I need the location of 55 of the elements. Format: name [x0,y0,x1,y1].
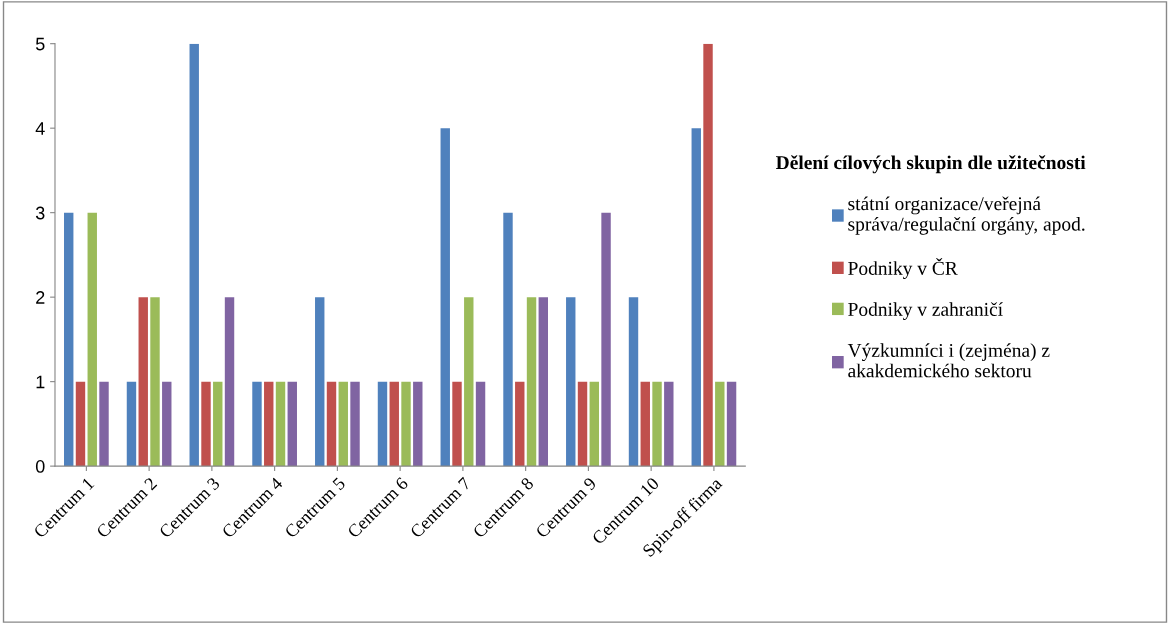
y-tick-label: 4 [35,122,45,135]
bar [213,381,223,467]
bar [138,297,148,467]
bar [703,43,713,467]
bar [577,381,588,467]
bar [475,381,486,467]
bar [401,381,411,467]
bar [413,381,423,467]
bar [75,381,86,467]
y-tick-label: 0 [35,460,45,473]
bar [99,381,109,467]
bar [640,381,650,467]
legend-label: Podniky v zahraničí [848,302,1003,320]
bar [315,297,325,467]
bar [326,381,337,467]
bar [126,381,137,467]
bar [252,381,262,467]
bar [601,212,611,467]
bar [726,381,737,467]
bar [389,381,399,467]
y-tick-label: 3 [35,206,45,220]
bar [440,128,450,467]
bar [201,381,211,467]
bar [264,381,274,467]
bar [64,212,74,467]
y-tick-label: 1 [36,375,45,389]
bar [87,212,97,467]
bar [350,381,360,467]
bar [566,297,576,467]
bar [338,381,348,467]
bar [515,381,525,467]
bar [452,381,462,467]
bar [287,381,297,467]
bar [589,381,599,467]
legend-title: Dělení cílových skupin dle užitečnosti [776,155,1086,174]
bar [715,381,725,467]
bar [503,212,513,467]
bar [377,381,388,467]
bar [691,128,701,467]
legend-label: Podniky v ČR [848,258,958,279]
bar [224,297,235,467]
bar [652,381,662,467]
bar [538,297,549,467]
bar [162,381,172,467]
bar [664,381,674,467]
bar [275,381,286,467]
y-tick-label: 5 [35,37,45,51]
y-tick-label: 2 [36,291,45,304]
bar [526,297,537,467]
bar [189,43,199,467]
legend-label: Výzkumníci i (zejména) z akakdemického sektoru [847,343,1050,378]
bar [628,297,639,467]
bar [464,297,474,467]
legend-label: státní organizace/veřejná správa/regulační orgány, apod. [848,196,1085,235]
bar [150,297,160,467]
